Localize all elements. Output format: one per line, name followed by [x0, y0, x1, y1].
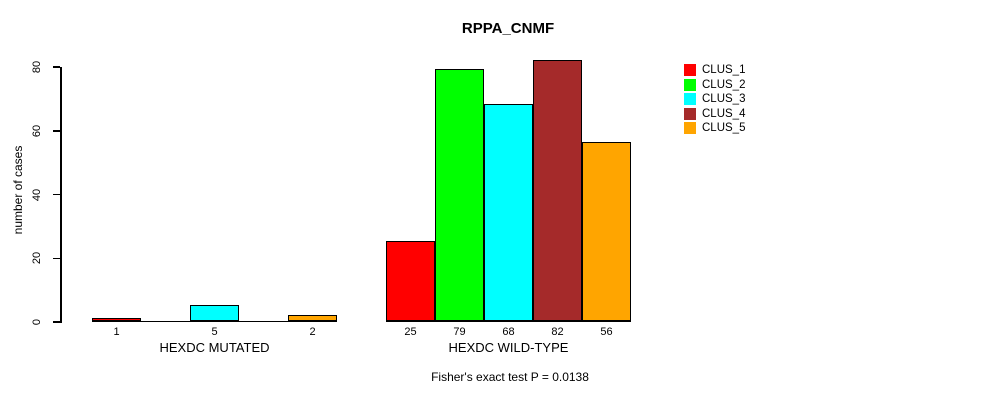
legend-label: CLUS_4	[702, 107, 746, 120]
bar-group	[92, 67, 337, 322]
legend-label: CLUS_1	[702, 64, 746, 76]
group-label: HEXDC MUTATED	[159, 340, 270, 355]
y-tick-mark	[53, 193, 60, 196]
bar-value-label: 56	[600, 326, 613, 338]
chart-title: RPPA_CNMF	[461, 20, 555, 37]
bar-slot	[92, 318, 141, 321]
bar-clus_1	[386, 241, 435, 321]
legend-swatch	[684, 64, 696, 76]
bar-clus_3	[190, 305, 239, 321]
legend-swatch	[684, 93, 696, 105]
bar-value-labels: 1 5 2	[92, 326, 337, 338]
bar-slot	[484, 104, 533, 321]
bar-value-label	[239, 326, 288, 338]
bar-slot	[582, 142, 631, 321]
y-axis-line	[60, 67, 62, 323]
y-tick-mark	[53, 321, 60, 323]
legend-swatch	[684, 107, 696, 120]
legend-item: CLUS_2	[684, 78, 746, 91]
legend-swatch	[684, 78, 696, 91]
legend-item: CLUS_1	[684, 64, 745, 76]
bar-slot	[435, 69, 484, 321]
y-tick-mark	[53, 66, 60, 68]
y-axis-title-text: number of cases	[11, 145, 25, 235]
bar-group	[386, 60, 631, 322]
y-tick-label: 80	[31, 60, 43, 74]
legend-label: CLUS_5	[702, 122, 746, 134]
bar-slot	[386, 241, 435, 321]
bar-value-label: 5	[211, 326, 218, 338]
bar-value-label: 79	[453, 326, 466, 338]
y-tick-label: 60	[31, 124, 43, 137]
y-tick-label: 20	[31, 252, 43, 265]
bar-slot	[288, 315, 337, 321]
legend-item: CLUS_5	[684, 122, 745, 134]
bar-clus_3	[484, 104, 533, 321]
y-tick-label: 0	[31, 318, 43, 326]
bar-value-label	[141, 326, 190, 338]
bar-value-label: 25	[404, 326, 417, 338]
group-label: HEXDC WILD-TYPE	[448, 340, 569, 355]
legend-label: CLUS_3	[702, 93, 746, 105]
annotation-text: Fisher's exact test P = 0.0138	[431, 370, 589, 384]
y-tick-mark	[53, 257, 60, 259]
y-tick-label: 40	[31, 188, 43, 201]
bar-clus_4	[533, 60, 582, 321]
bar-value-label: 2	[309, 326, 316, 338]
bar-slot	[190, 305, 239, 321]
legend-item: CLUS_3	[684, 93, 745, 105]
bar-clus_2	[435, 69, 484, 321]
legend-swatch	[684, 122, 696, 134]
y-tick-mark	[53, 130, 60, 132]
legend: CLUS_1 CLUS_2 CLUS_3 CLUS_4 CLUS_5	[684, 64, 745, 137]
bar-clus_5	[582, 142, 631, 321]
bar-value-label: 82	[551, 326, 564, 338]
bar-slot	[533, 60, 582, 321]
legend-label: CLUS_2	[702, 78, 746, 91]
bar-value-label: 68	[502, 326, 515, 338]
bar-value-label: 1	[113, 326, 120, 338]
bar-clus_1	[92, 318, 141, 321]
legend-item: CLUS_4	[684, 107, 746, 120]
bar-value-labels: 25 79 68 82 56	[386, 326, 631, 338]
bar-clus_5	[288, 315, 337, 321]
